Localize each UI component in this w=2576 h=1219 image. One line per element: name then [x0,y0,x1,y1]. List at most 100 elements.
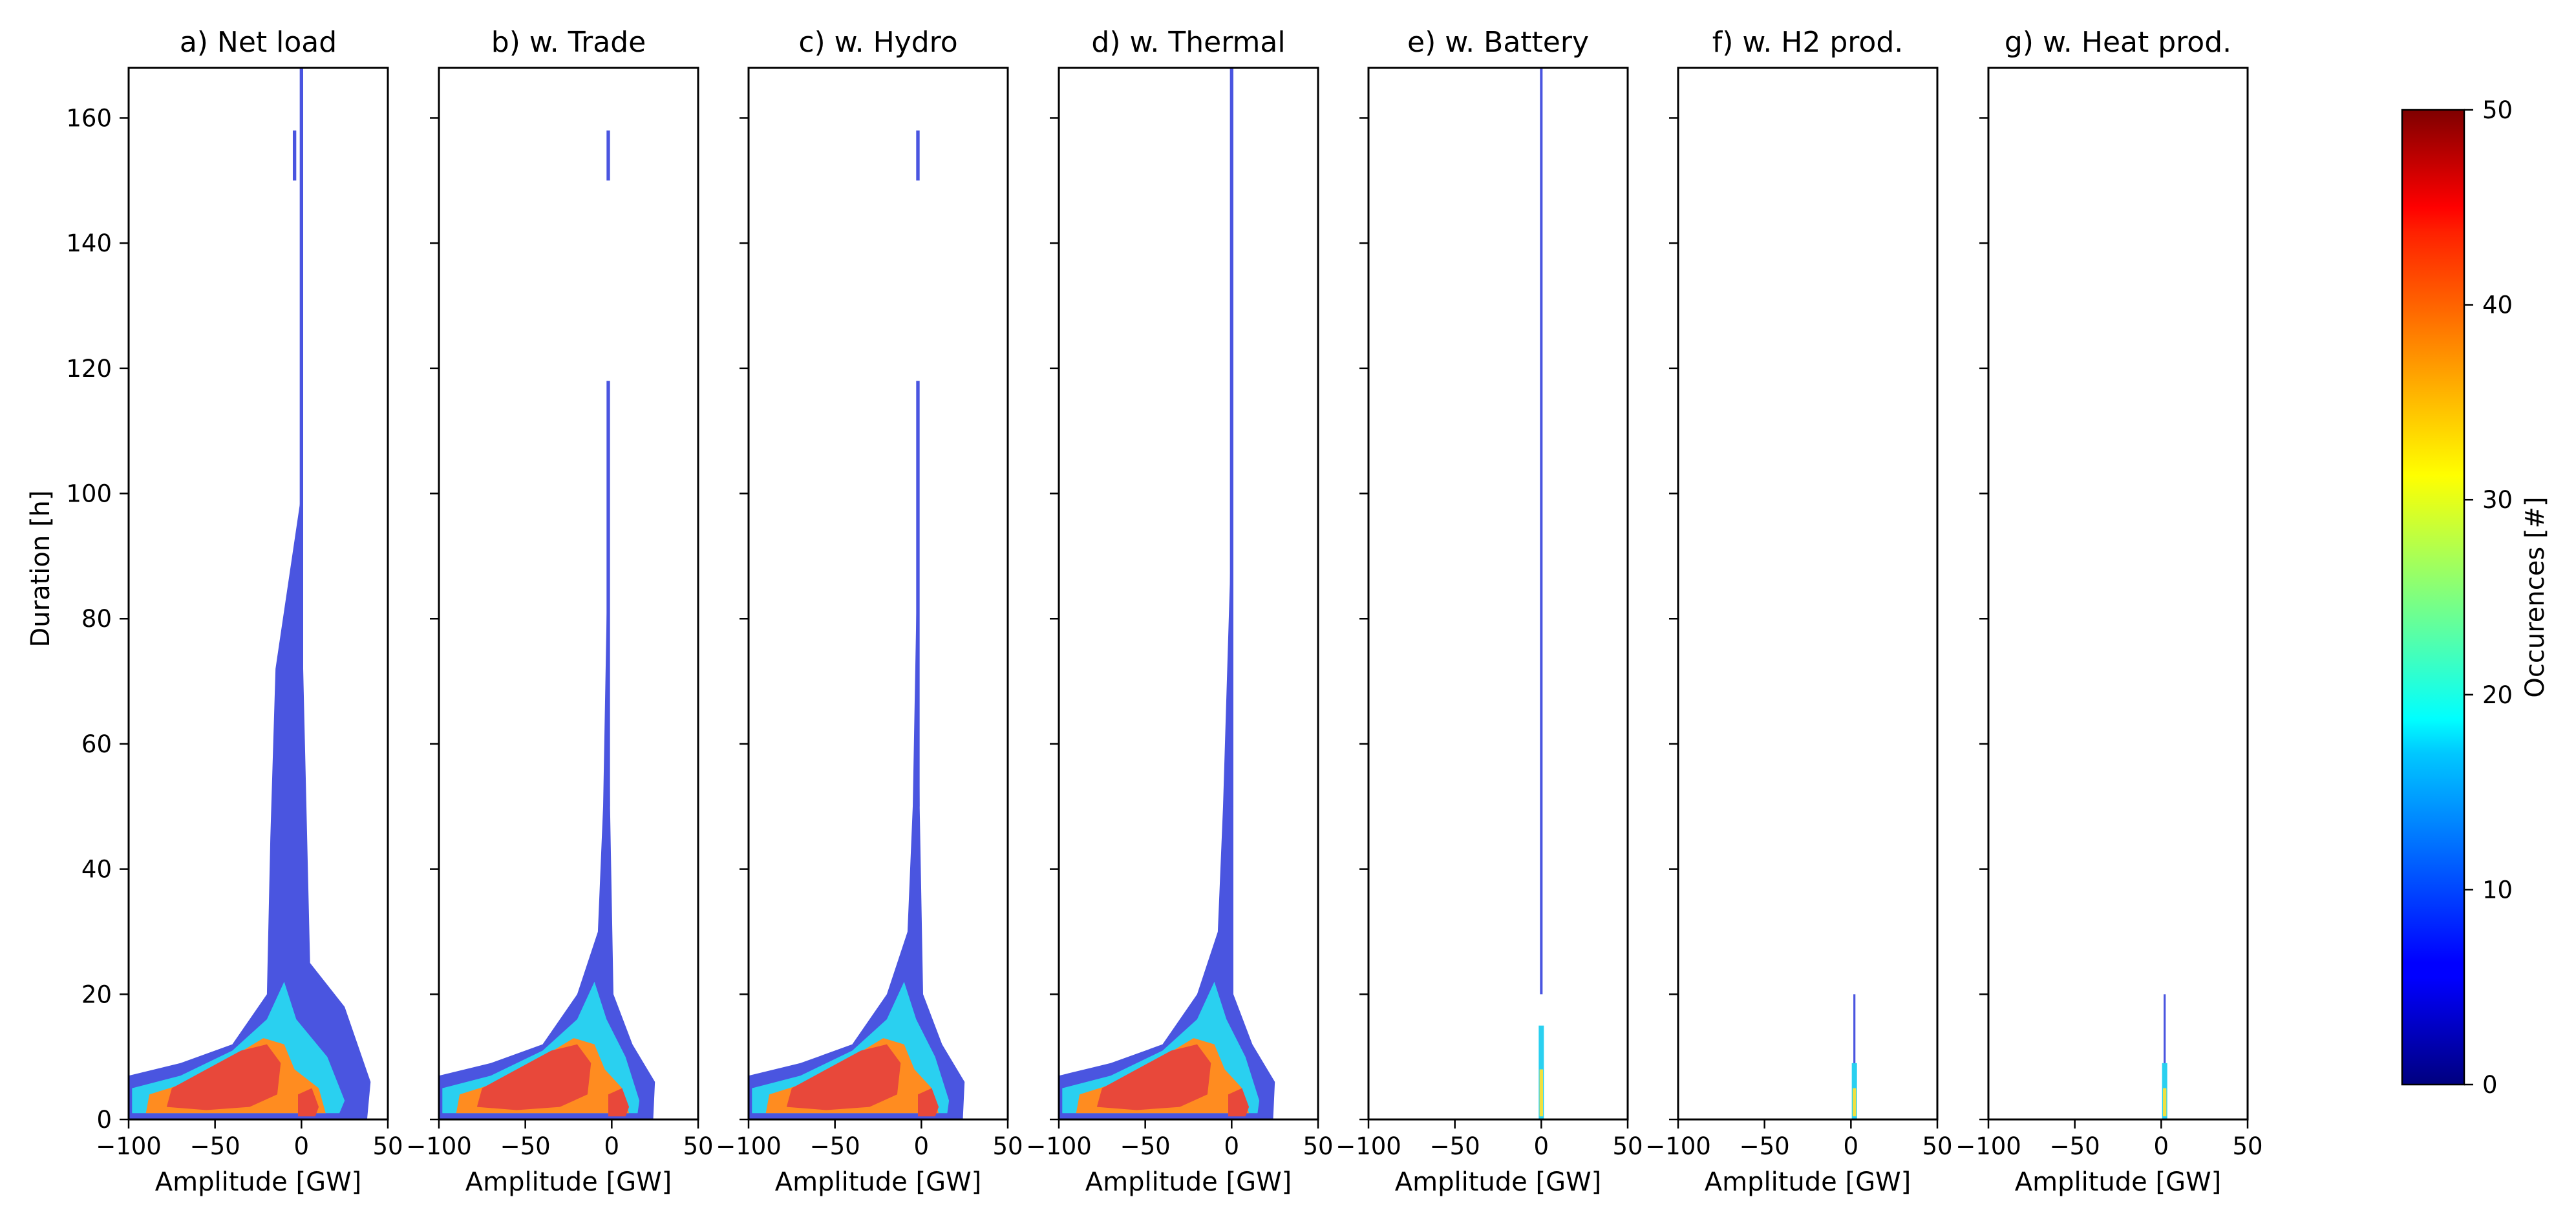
panel-c: c) w. Hydro −100 −50 0 50 Amplitude [GW] [716,26,1023,1197]
panel-title: g) w. Heat prod. [2005,26,2231,59]
x-axis-label: Amplitude [GW] [1395,1167,1601,1197]
tail-strip [2164,994,2166,1082]
density-region-high [786,1044,901,1110]
density-region-high-right [608,1088,630,1117]
x-tick-label: 0 [294,1132,310,1160]
x-tick-label: 0 [1844,1132,1859,1160]
density-region-high-right [1228,1088,1250,1117]
y-tick-label: 60 [81,730,112,758]
axes-frame [127,67,389,1121]
x-tick-label: 50 [992,1132,1023,1160]
tail-fragment [916,130,920,181]
x-tick-label: 0 [604,1132,620,1160]
y-tick-label: 140 [66,229,112,257]
x-tick-label: 50 [683,1132,713,1160]
heatmap-cells [129,68,371,1119]
panel-b: b) w. Trade −100 −50 0 50 Amplitude [GW] [406,26,713,1197]
axes-frame [1987,67,2249,1121]
colorbar: 0 10 20 30 40 50 Occurences [#] [2401,96,2550,1099]
panel-title: f) w. H2 prod. [1712,26,1904,59]
axes-frame [438,67,699,1121]
y-tick-label: 0 [96,1106,112,1134]
x-axis-label: Amplitude [GW] [1705,1167,1911,1197]
x-tick-label: −50 [1430,1132,1480,1160]
panel-title: d) w. Thermal [1091,26,1285,59]
tail-fragment [292,130,297,181]
x-tick-label: −100 [406,1132,472,1160]
x-tick-label: −50 [1740,1132,1790,1160]
x-tick-label: 50 [1612,1132,1643,1160]
tail-strip [1540,68,1543,995]
x-axis-label: Amplitude [GW] [2015,1167,2221,1197]
x-tick-label: 50 [2232,1132,2262,1160]
density-region-high [476,1044,591,1110]
x-tick-label: −50 [2050,1132,2100,1160]
panel-title: a) Net load [180,26,337,59]
density-region-low [1059,525,1275,1119]
x-axis-label: Amplitude [GW] [775,1167,981,1197]
tail-strip [916,381,920,807]
x-tick-label: −50 [190,1132,240,1160]
colorbar-tick-label: 10 [2482,876,2513,904]
panel-e: e) w. Battery −100 −50 0 50 Amplitude [GW] [1336,26,1643,1197]
heatmap-cells [2162,994,2167,1119]
axes-frame [1367,67,1629,1121]
x-tick-label: −100 [96,1132,162,1160]
x-tick-label: −100 [1026,1132,1092,1160]
panel-g: g) w. Heat prod. −100 −50 0 50 Amplitude [GW] [1955,26,2262,1197]
panel-title: c) w. Hydro [798,26,957,59]
heatmap-cells [749,130,965,1119]
panel-d: d) w. Thermal −100 −50 0 50 Amplitude [GW] [1026,26,1333,1197]
colorbar-label: Occurences [#] [2520,496,2550,697]
density-region-core [1539,1069,1544,1117]
x-tick-label: −100 [716,1132,782,1160]
x-tick-label: 50 [1303,1132,1333,1160]
density-region-high-right [298,1088,319,1117]
density-region-core [1853,1088,1857,1117]
x-tick-label: 0 [1534,1132,1549,1160]
x-tick-label: −50 [1120,1132,1171,1160]
x-tick-label: −50 [500,1132,551,1160]
x-axis-label: Amplitude [GW] [1085,1167,1292,1197]
colorbar-tick-label: 30 [2482,486,2513,514]
x-tick-label: −100 [1336,1132,1401,1160]
x-tick-label: 0 [1224,1132,1240,1160]
panel-title: e) w. Battery [1407,26,1589,59]
tail-fragment [606,130,610,181]
x-tick-label: 0 [2154,1132,2169,1160]
y-tick-label: 120 [66,355,112,383]
panel-a: a) Net load −100 −50 0 50 0 20 40 60 80 100 120 140 1… [66,26,403,1197]
x-axis-label: Amplitude [GW] [155,1167,361,1197]
panel-title: b) w. Trade [491,26,646,59]
panels: a) Net load −100 −50 0 50 0 20 40 60 80 100 120 140 1… [66,26,2262,1197]
tail-strip [1853,994,1856,1082]
heatmap-cells [1851,994,1857,1119]
colorbar-tick-label: 50 [2482,96,2513,124]
colorbar-gradient [2401,109,2465,1086]
y-tick-label: 160 [66,104,112,132]
heatmap-cells [439,130,655,1119]
y-tick-label: 20 [81,980,112,1008]
axes-frame [1677,67,1939,1121]
density-region-high [166,1044,281,1110]
tail-strip [299,68,304,744]
colorbar-tick-label: 20 [2482,681,2513,709]
density-region-high [1096,1044,1211,1110]
y-tick-label: 40 [81,856,112,884]
tail-strip [606,381,610,807]
x-tick-label: 0 [914,1132,930,1160]
y-tick-label: 80 [81,605,112,633]
density-region-low [129,493,371,1119]
axes-frame [747,67,1009,1121]
density-region-high-right [918,1088,939,1117]
colorbar-tick-label: 0 [2482,1071,2498,1099]
x-tick-label: 50 [372,1132,403,1160]
x-tick-label: −100 [1955,1132,2021,1160]
heatmap-cells [1059,68,1275,1119]
y-axis-label: Duration [h] [26,490,56,647]
density-region-low [749,525,965,1119]
x-axis-label: Amplitude [GW] [465,1167,672,1197]
panel-f: f) w. H2 prod. −100 −50 0 50 Amplitude [GW] [1645,26,1952,1197]
x-tick-label: 50 [1922,1132,1952,1160]
